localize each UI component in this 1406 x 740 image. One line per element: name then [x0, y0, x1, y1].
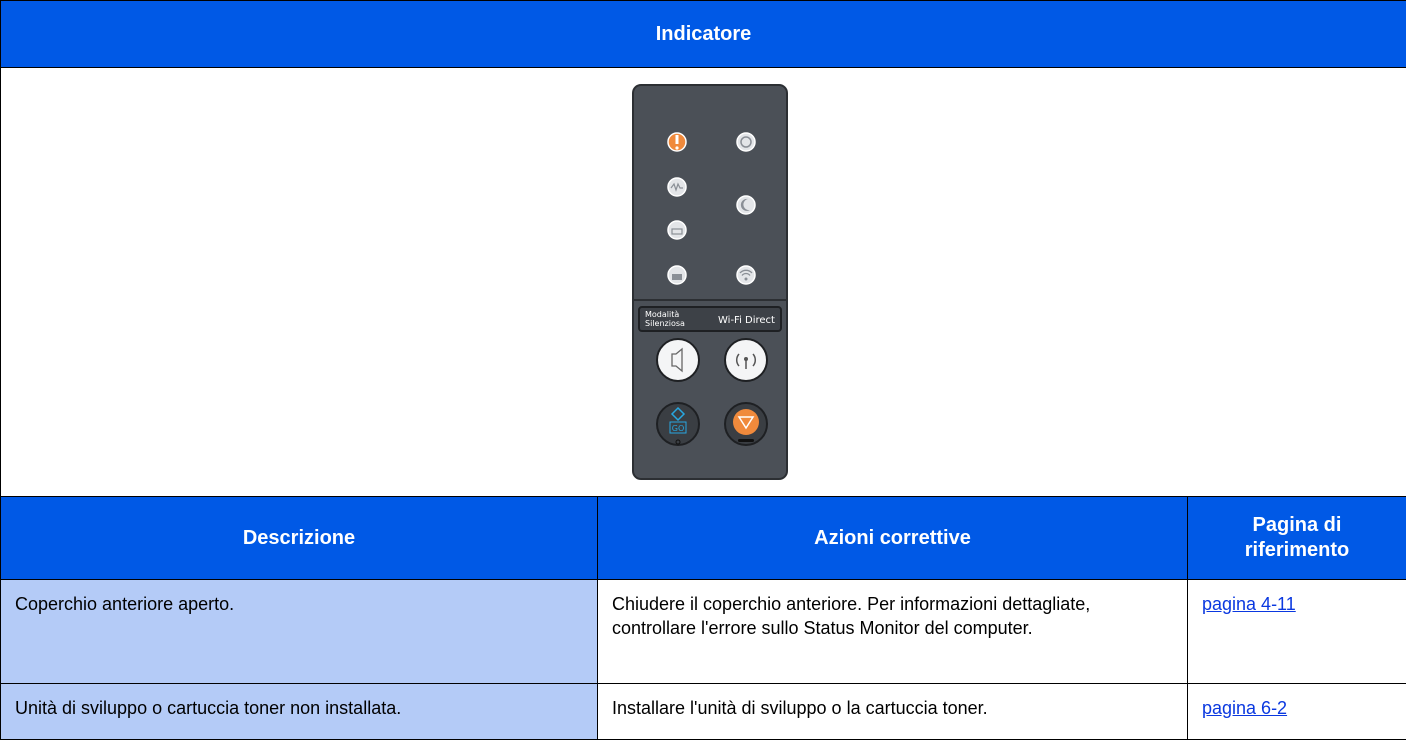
column-header-row: Descrizione Azioni correttive Pagina di … — [1, 497, 1406, 580]
icon — [672, 274, 682, 280]
column-header: Azioni correttive — [598, 497, 1188, 580]
table-title: Indicatore — [1, 1, 1406, 68]
image-row: Modalità Silenziosa Wi-Fi Direct GO — [1, 68, 1406, 497]
column-header: Descrizione — [1, 497, 598, 580]
quiet-mode-label: Silenziosa — [645, 319, 685, 328]
sleep-light — [737, 196, 755, 214]
toner-light — [668, 221, 686, 239]
ready-light — [737, 133, 755, 151]
quiet-mode-button[interactable] — [657, 339, 699, 381]
title-row: Indicatore — [1, 1, 1406, 68]
operation-panel: Modalità Silenziosa Wi-Fi Direct GO — [630, 82, 790, 482]
table-row: Unità di sviluppo o cartuccia toner non … — [1, 684, 1406, 740]
description: Coperchio anteriore aperto. — [1, 580, 598, 684]
page-link[interactable]: pagina 6-2 — [1202, 698, 1287, 718]
table-row: Coperchio anteriore aperto. Chiudere il … — [1, 580, 1406, 684]
icon — [738, 439, 754, 442]
action: Chiudere il coperchio anteriore. Per inf… — [598, 580, 1188, 684]
go-label: GO — [672, 424, 685, 433]
icon — [733, 409, 759, 435]
reference-cell: pagina 4-11 — [1188, 580, 1406, 684]
wifi-direct-label: Wi-Fi Direct — [718, 315, 775, 326]
column-header: Pagina di riferimento — [1188, 497, 1406, 580]
wifi-light — [737, 266, 755, 284]
page-link[interactable]: pagina 4-11 — [1202, 594, 1296, 614]
icon — [745, 278, 748, 281]
description: Unità di sviluppo o cartuccia toner non … — [1, 684, 598, 740]
icon — [744, 357, 748, 361]
icon — [675, 146, 678, 149]
action: Installare l'unità di sviluppo o la cart… — [598, 684, 1188, 740]
panel-cell: Modalità Silenziosa Wi-Fi Direct GO — [1, 68, 1406, 497]
reference-cell: pagina 6-2 — [1188, 684, 1406, 740]
quiet-mode-label: Modalità — [645, 310, 679, 319]
icon — [676, 135, 679, 144]
